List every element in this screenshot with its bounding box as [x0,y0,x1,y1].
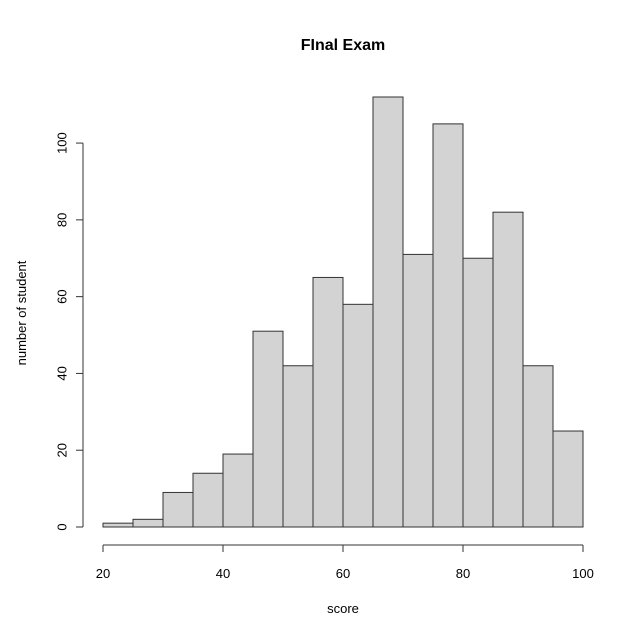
y-tick-label: 100 [54,132,69,154]
y-tick-label: 20 [54,443,69,457]
y-tick-label: 80 [54,213,69,227]
x-axis-label: score [327,601,359,616]
y-tick-label: 40 [54,366,69,380]
histogram-bar [162,491,194,528]
x-tick-label: 40 [216,566,230,581]
x-tick-label: 60 [336,566,350,581]
histogram-bar [402,253,434,528]
histogram-bar [552,430,584,528]
y-tick-label: 0 [54,523,69,530]
histogram-bar [522,365,554,528]
x-tick-label: 80 [456,566,470,581]
y-tick-label: 60 [54,289,69,303]
histogram-bar [432,123,464,528]
chart-title: FInal Exam [301,37,385,54]
x-axis: 20 40 60 80 100 [96,544,594,581]
histogram-bar [372,96,404,528]
histogram-bar [132,518,164,528]
histogram-bar [102,522,134,528]
histogram-bar [282,365,314,528]
histogram-bar [222,453,254,528]
y-axis-label: number of student [14,260,29,365]
histogram-bar [252,330,284,528]
histogram-bar [192,472,224,528]
histogram-bar [492,211,524,528]
histogram-bar [312,276,344,528]
bars-group [102,96,584,528]
x-tick-label: 20 [96,566,110,581]
y-axis: 0 20 40 60 80 100 [54,132,84,531]
histogram-bar [342,303,374,528]
histogram-bar [462,257,494,528]
x-tick-label: 100 [572,566,594,581]
